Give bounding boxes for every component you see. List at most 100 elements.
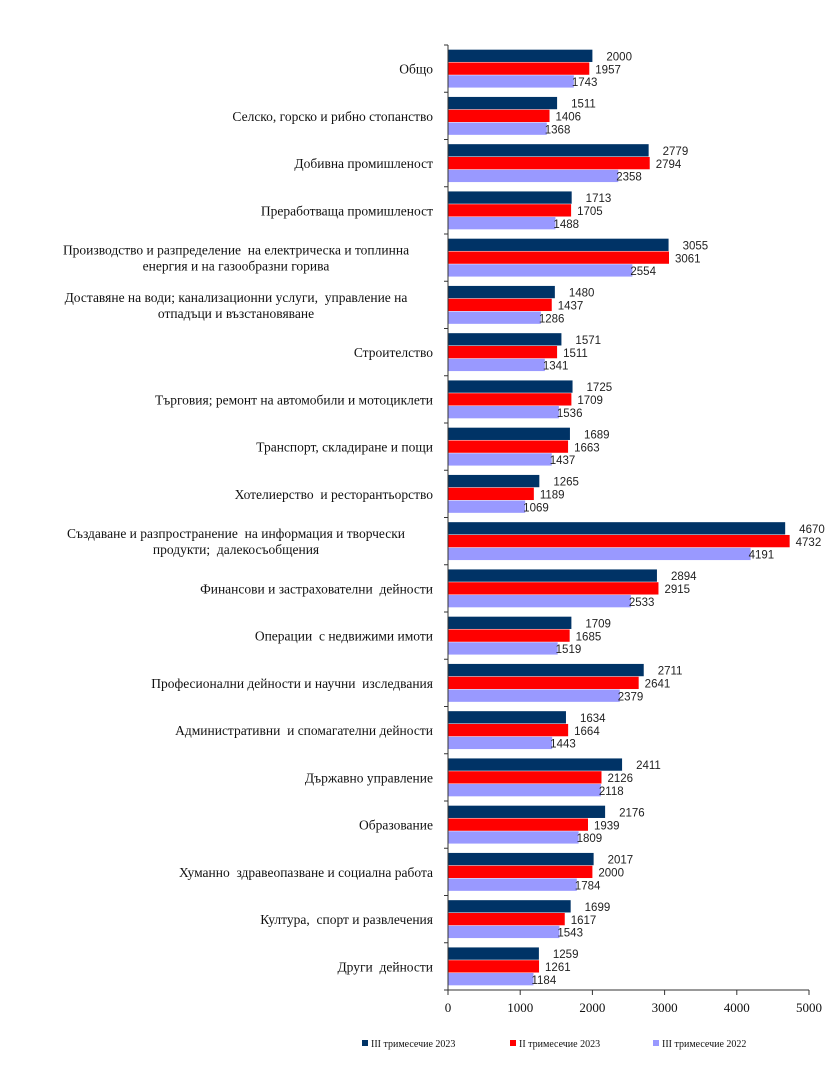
category-label: Транспорт, складиране и пощи: [256, 440, 433, 455]
bar: [448, 723, 569, 737]
data-label: 2779: [663, 146, 689, 158]
bar: [448, 852, 594, 866]
bar: [448, 616, 572, 629]
bar: [448, 784, 601, 797]
legend-swatch: [653, 1040, 659, 1046]
legend-swatch: [362, 1040, 368, 1046]
data-label: 1699: [585, 902, 611, 914]
data-label: 2358: [616, 172, 642, 184]
bar: [448, 947, 539, 960]
bar: [448, 865, 593, 879]
bar: [448, 358, 545, 372]
category-label: Добивна промишленост: [294, 156, 433, 171]
x-tick-label: 2000: [579, 1000, 605, 1015]
data-label: 4732: [796, 537, 822, 549]
bar: [448, 973, 534, 986]
data-label: 1406: [556, 112, 582, 124]
category-label: Производство и разпределение на електрич…: [63, 243, 409, 258]
data-label: 1069: [523, 502, 549, 514]
data-label: 2379: [618, 691, 644, 703]
bar: [448, 191, 572, 204]
category-label: Общо: [399, 62, 433, 77]
data-label: 2533: [629, 597, 655, 609]
data-label: 1663: [574, 442, 600, 454]
bar: [448, 805, 606, 818]
category-label: Други дейности: [337, 959, 433, 974]
category-label: Образование: [359, 818, 433, 833]
data-label: 1725: [587, 382, 613, 394]
bar: [448, 582, 659, 595]
data-label: 2915: [664, 584, 690, 596]
bar: [448, 298, 552, 312]
bar: [448, 380, 573, 393]
data-label: 1571: [575, 335, 601, 347]
x-tick-label: 0: [445, 1000, 452, 1015]
bar: [448, 109, 550, 123]
bar: [448, 204, 572, 217]
category-labels: Общо Селско, горско и рибно стопанство Доб…: [63, 62, 433, 975]
data-label: 1488: [553, 219, 579, 231]
bar: [448, 569, 657, 582]
data-label: 1368: [545, 124, 571, 136]
data-label: 1261: [545, 962, 571, 974]
x-tick-label: 3000: [652, 1000, 678, 1015]
bar: [448, 663, 644, 677]
data-label: 1189: [540, 490, 565, 502]
category-label: отпадъци и възстановяване: [158, 306, 314, 321]
data-label: 2000: [606, 51, 632, 63]
data-label: 1519: [556, 644, 582, 656]
legend-swatch: [510, 1040, 516, 1046]
data-label: 4191: [749, 550, 775, 562]
data-label: 2894: [671, 571, 697, 583]
data-label: 2118: [599, 786, 624, 798]
bar: [448, 522, 786, 535]
bar: [448, 251, 670, 264]
category-label: енергия и на газообразни горива: [143, 259, 330, 274]
bar: [448, 96, 558, 110]
x-tick-label: 4000: [724, 1000, 750, 1015]
bar: [448, 547, 751, 561]
data-label: 1511: [563, 348, 588, 360]
bar: [448, 771, 602, 784]
data-label: 2126: [607, 773, 633, 785]
category-label: Държавно управление: [305, 770, 433, 785]
bar: [448, 285, 555, 299]
category-label: Строителство: [354, 345, 433, 360]
data-label: 1713: [586, 193, 612, 205]
category-label: Селско, горско и рибно стопанство: [232, 109, 433, 124]
data-label: 1685: [576, 631, 602, 643]
bar: [448, 500, 526, 513]
data-label: 2794: [656, 159, 682, 171]
category-label: Операции с недвижими имоти: [255, 629, 433, 644]
data-label: 2017: [608, 855, 634, 867]
legend-entry: III тримесечие 2023: [371, 1039, 455, 1050]
data-label: 2641: [645, 679, 671, 691]
data-label: 1443: [550, 739, 576, 751]
bar: [448, 75, 574, 88]
bar: [448, 878, 577, 891]
data-label: 2554: [630, 266, 656, 278]
bar: [448, 900, 571, 913]
data-label: 1480: [569, 288, 595, 300]
legend-entry: III тримесечие 2022: [662, 1039, 746, 1050]
data-label: 1617: [571, 915, 597, 927]
data-label: 1437: [558, 301, 584, 313]
bar: [448, 217, 556, 230]
data-label: 1259: [553, 949, 579, 961]
legend-entry: II тримесечие 2023: [519, 1039, 600, 1050]
data-label: 1437: [550, 455, 576, 467]
data-label: 2000: [598, 868, 624, 880]
legend: III тримесечие 2023 II тримесечие 2023 III…: [362, 1039, 746, 1050]
category-label: Доставяне на води; канализационни услуги…: [65, 290, 408, 305]
x-tick-label: 5000: [796, 1000, 822, 1015]
bar: [448, 49, 593, 62]
category-label: продукти; далекосъобщения: [153, 542, 319, 557]
data-label: 1689: [584, 429, 610, 441]
bar: [448, 818, 588, 831]
x-tick-label: 1000: [507, 1000, 533, 1015]
category-label: Финансови и застрахователни дейности: [200, 581, 433, 596]
category-label: Търговия; ремонт на автомобили и мотоцик…: [155, 392, 433, 407]
data-label: 1709: [585, 618, 611, 630]
bar: [448, 689, 620, 702]
